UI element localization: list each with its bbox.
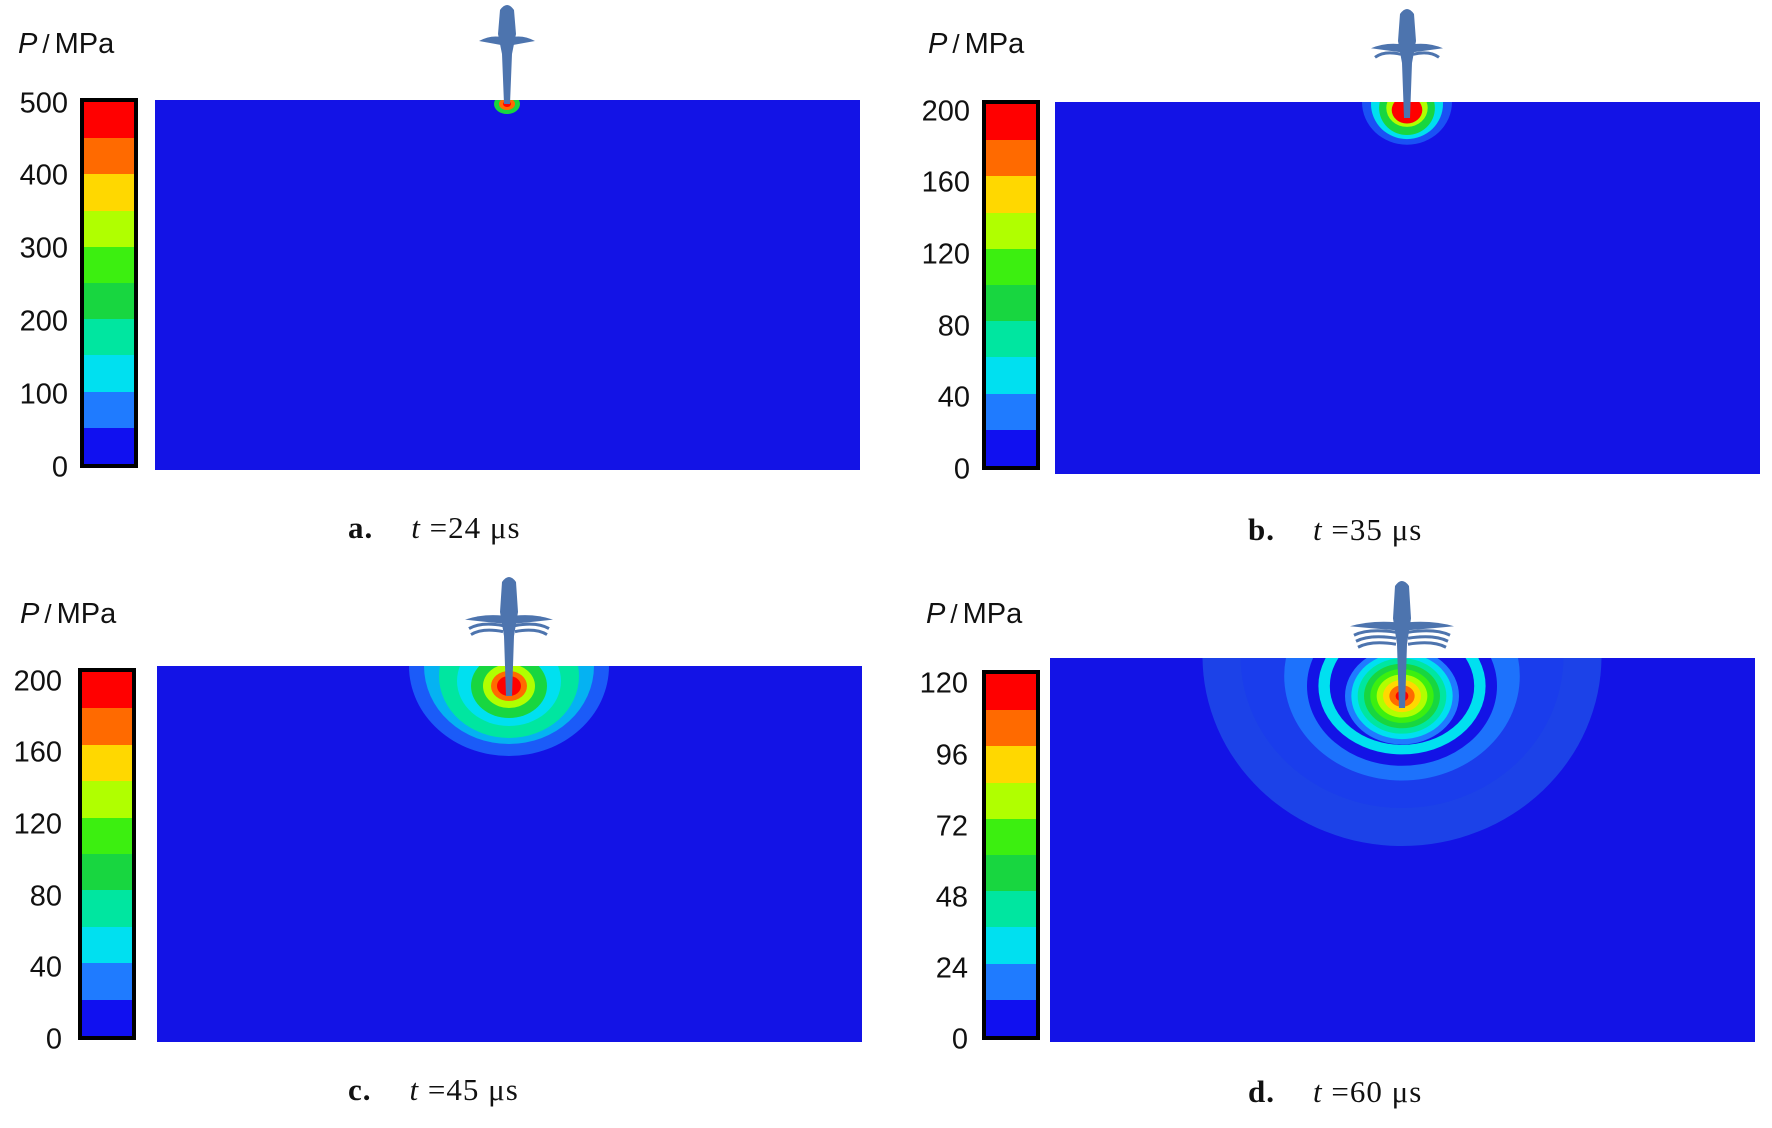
colorbar-segment [986, 927, 1036, 964]
colorbar-segment [986, 891, 1036, 928]
colorbar-segment [82, 672, 132, 709]
colorbar-segment [986, 855, 1036, 892]
unit-label: P / MPa [926, 598, 1023, 630]
projectile-icon [1371, 9, 1443, 118]
panel-c: P / MPa 200 160 120 80 40 0 c. t =45 μs [0, 568, 886, 1128]
pressure-field [1050, 581, 1755, 1042]
tick-label: 100 [19, 378, 68, 411]
tick-label: 0 [951, 1023, 968, 1056]
colorbar-segment [986, 285, 1036, 322]
caption: c. t =45 μs [348, 1072, 519, 1107]
tick-label: 200 [19, 305, 68, 338]
colorbar-segment [986, 393, 1036, 430]
colorbar-segment [84, 427, 134, 465]
colorbar-segment [986, 782, 1036, 819]
colorbar-segment [84, 174, 134, 211]
tick-label: 96 [935, 739, 968, 772]
tick-label: 80 [937, 310, 970, 343]
tick-label: 72 [935, 810, 968, 843]
panel-b: P / MPa 200 160 120 80 40 0 b. t =35 μs [900, 0, 1772, 560]
colorbar-segment [82, 999, 132, 1037]
colorbar-segment [986, 963, 1036, 1000]
colorbar-segment [986, 248, 1036, 286]
colorbar-segment [986, 104, 1036, 141]
colorbar-segment [82, 963, 132, 1000]
tick-label: 80 [29, 880, 62, 913]
caption: d. t =60 μs [1248, 1074, 1423, 1109]
tick-label: 0 [51, 451, 68, 484]
colorbar-segment [986, 357, 1036, 394]
colorbar-segment [986, 176, 1036, 213]
colorbar-segment [986, 321, 1036, 358]
colorbar-segment [82, 890, 132, 927]
panel-d: P / MPa 120 96 72 48 24 0 d. t =60 μs [900, 568, 1772, 1128]
colorbar-segment [986, 746, 1036, 783]
tick-label: 48 [935, 881, 968, 914]
pressure-field [155, 5, 860, 470]
colorbar-segment [82, 708, 132, 745]
projectile-icon [1350, 581, 1454, 708]
tick-label: 300 [19, 232, 68, 265]
tick-label: 24 [935, 952, 968, 985]
tick-label: 40 [29, 951, 62, 984]
caption: a. t =24 μs [348, 510, 521, 545]
colorbar-segment [84, 210, 134, 247]
target-domain [1055, 102, 1760, 474]
colorbar-segment [986, 429, 1036, 467]
tick-label: 0 [953, 453, 970, 486]
unit-label: P / MPa [20, 598, 117, 630]
colorbar-segment [82, 744, 132, 782]
colorbar-segment [986, 674, 1036, 711]
pressure-field [157, 577, 862, 1042]
tick-label: 160 [921, 166, 970, 199]
projectile-icon [465, 577, 553, 696]
colorbar-segment [84, 391, 134, 428]
tick-label: 200 [13, 665, 62, 698]
caption: b. t =35 μs [1248, 512, 1423, 547]
colorbar-segment [986, 710, 1036, 747]
colorbar [982, 670, 1040, 1040]
colorbar-segment [986, 818, 1036, 856]
colorbar-segment [82, 817, 132, 855]
colorbar [982, 100, 1040, 470]
tick-label: 400 [19, 159, 68, 192]
panel-a: P / MPa 500 400 300 200 100 0 a. t =24 μs [0, 0, 886, 560]
colorbar [80, 98, 138, 468]
colorbar-segment [84, 246, 134, 284]
colorbar-segment [84, 102, 134, 139]
colorbar-segment [82, 926, 132, 964]
tick-label: 200 [921, 95, 970, 128]
colorbar [78, 668, 136, 1040]
colorbar-segment [84, 138, 134, 175]
colorbar-segment [986, 999, 1036, 1037]
colorbar-segment [84, 355, 134, 392]
target-domain [155, 100, 860, 470]
colorbar-segment [82, 781, 132, 818]
colorbar-segment [986, 212, 1036, 249]
tick-label: 40 [937, 381, 970, 414]
tick-label: 120 [919, 667, 968, 700]
pressure-field [1055, 9, 1760, 474]
colorbar-segment [986, 140, 1036, 177]
unit-label: P / MPa [928, 28, 1025, 60]
tick-label: 120 [921, 238, 970, 271]
tick-label: 160 [13, 736, 62, 769]
tick-label: 0 [45, 1023, 62, 1056]
tick-label: 500 [19, 87, 68, 120]
tick-label: 120 [13, 808, 62, 841]
colorbar-segment [84, 283, 134, 320]
colorbar-segment [82, 854, 132, 891]
projectile-icon [479, 5, 535, 104]
unit-label: P / MPa [18, 28, 115, 60]
colorbar-segment [84, 319, 134, 356]
